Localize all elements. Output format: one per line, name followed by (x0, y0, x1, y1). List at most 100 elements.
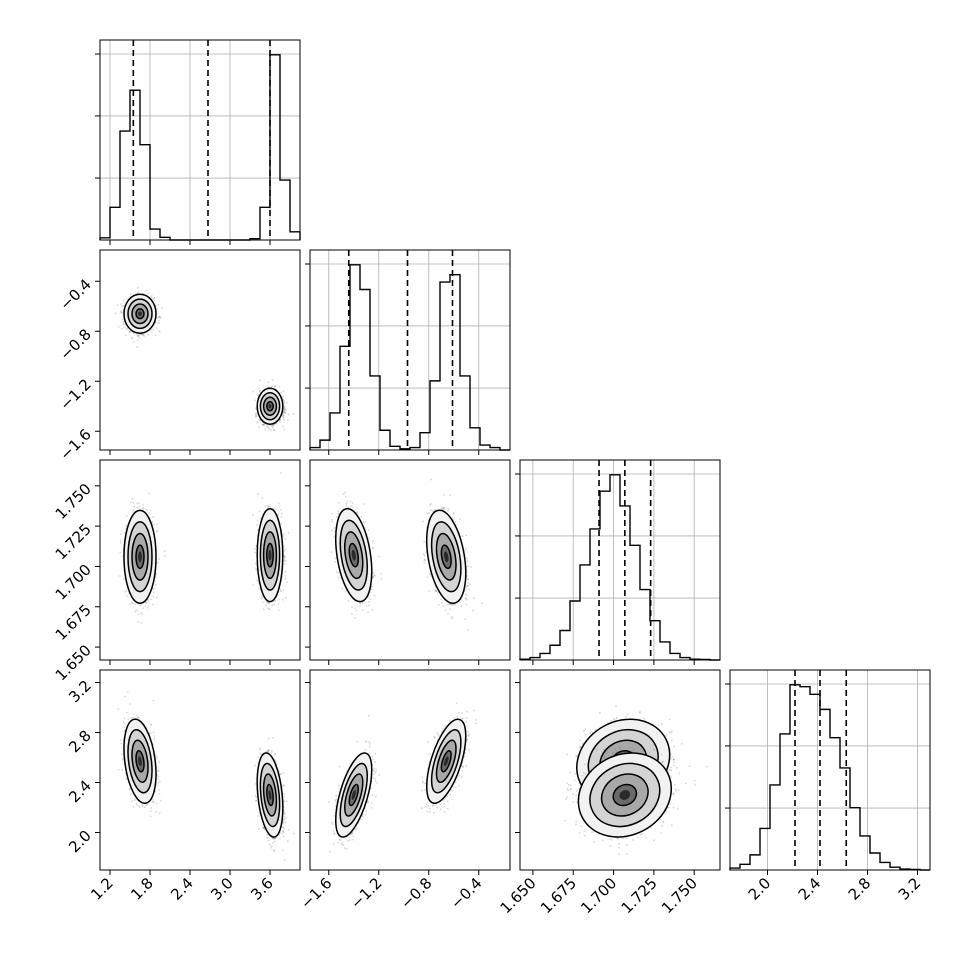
panel-1-0-point (124, 334, 127, 336)
panel-1-0-point (143, 335, 145, 337)
panel-1-0-point (275, 422, 278, 424)
panel-2-0-point (124, 590, 126, 593)
panel-1-0-point (130, 336, 133, 339)
panel-1-0-point (122, 321, 124, 323)
panel-1-0-point (128, 331, 131, 334)
panel-1-0-point (122, 304, 125, 307)
panel-2-0-point (123, 577, 125, 580)
panel-1-0-point (282, 419, 285, 421)
panel-1-0-point (278, 420, 281, 422)
panel-2-0-point (131, 498, 134, 500)
panel-1-0-point (136, 333, 139, 335)
panel-1-0-point (262, 423, 265, 426)
panel-1-0-point (272, 424, 274, 426)
panel-2-0-point (152, 595, 155, 598)
panel-1-0-point (258, 426, 260, 428)
panel-1-0-point (120, 311, 123, 314)
panel-1-0-point (264, 424, 266, 426)
panel-1-0-point (120, 310, 122, 313)
panel-1-0-point (273, 429, 275, 431)
panel-1-0-point (285, 401, 288, 404)
panel-1-0-cluster0-contour-2 (127, 298, 153, 330)
panel-2-0-point (150, 598, 153, 601)
panel-2-0-point (155, 573, 157, 576)
panel-1-0-point (259, 418, 261, 421)
panel-2-0-point (145, 602, 147, 604)
panel-1-0-point (159, 316, 161, 318)
panel-1-0-point (287, 413, 290, 416)
panel-2-0-point (122, 569, 125, 572)
panel-1-0-cluster1-contour-2 (259, 392, 281, 421)
panel-1-0-point (270, 429, 273, 431)
panel-1-0-point (130, 293, 132, 296)
panel-1-0-point (282, 414, 284, 417)
panel-1-0-point (281, 414, 283, 416)
panel-1-0-point (119, 303, 122, 305)
panel-1-0-point (161, 307, 163, 309)
panel-1-0-point (149, 328, 152, 331)
panel-1-0-point (259, 392, 262, 394)
panel-1-0-point (254, 412, 257, 415)
panel-1-0-point (284, 412, 287, 414)
panel-2-0-point (125, 590, 128, 592)
panel-1-0-cluster1-peak (268, 404, 272, 409)
panel-1-0-point (153, 299, 156, 302)
panel-2-0-point (130, 501, 132, 504)
panel-1-0-cluster1-contour-1 (262, 396, 278, 416)
panel-1-0-point (137, 335, 139, 337)
panel-1-0-point (257, 394, 259, 397)
panel-1-0-point (262, 423, 264, 426)
panel-2-0-point (156, 530, 158, 533)
panel-1-0-point (129, 330, 131, 333)
panel-2-0-point (141, 613, 143, 616)
panel-1-0-point (260, 419, 262, 422)
panel-2-0-point (154, 579, 156, 582)
panel-1-0-point (147, 292, 150, 295)
panel-1-0-point (122, 318, 124, 321)
panel-1-0-point (136, 292, 139, 295)
panel-1-0-point (271, 385, 273, 388)
panel-1-0-point (137, 287, 139, 289)
panel-1-0-point (133, 332, 135, 335)
hist-panel-3-histogram (729, 684, 930, 871)
panel-1-0-point (282, 390, 285, 393)
panel-2-0-point (152, 603, 154, 606)
panel-1-0-point (273, 424, 275, 426)
panel-1-0-point (282, 405, 285, 408)
panel-1-0-point (261, 424, 264, 426)
hist-panel-1-histogram (309, 264, 510, 451)
panel-1-0-point (255, 416, 257, 418)
panel-1-0-point (122, 309, 125, 312)
panel-2-0-point (147, 599, 149, 601)
panel-1-0-point (159, 317, 162, 319)
panel-2-0-point (139, 604, 141, 606)
panel-1-0-point (156, 308, 158, 310)
panel-1-0-point (259, 419, 262, 422)
panel-1-0-point (158, 331, 161, 333)
hist-panel-2-histogram (519, 474, 720, 661)
panel-2-0-point (156, 529, 159, 532)
panel-2-0-point (139, 508, 142, 511)
panel-1-0-point (266, 426, 269, 429)
hist-panel-2-frame (519, 459, 721, 661)
panel-1-0-point (132, 294, 134, 296)
panel-1-0-cluster1-contour-0 (266, 401, 274, 412)
panel-1-0-point (255, 407, 257, 410)
panel-1-0-content (114, 287, 295, 432)
panel-1-0-point (271, 379, 274, 381)
panel-1-0-point (283, 428, 286, 431)
panel-1-0-point (282, 412, 285, 414)
hist-panel-1-frame (309, 249, 511, 451)
panel-1-0-point (136, 335, 139, 337)
panel-2-0-point (152, 516, 154, 518)
panel-1-0-point (274, 385, 276, 388)
panel-1-0-point (123, 298, 126, 301)
panel-2-0-point (146, 598, 148, 601)
panel-1-0-point (257, 394, 260, 396)
panel-1-0-point (287, 419, 289, 421)
panel-1-0-point (282, 396, 285, 398)
panel-2-0-point (151, 520, 154, 523)
panel-2-0-point (158, 558, 160, 560)
panel-2-0-point (156, 523, 159, 525)
